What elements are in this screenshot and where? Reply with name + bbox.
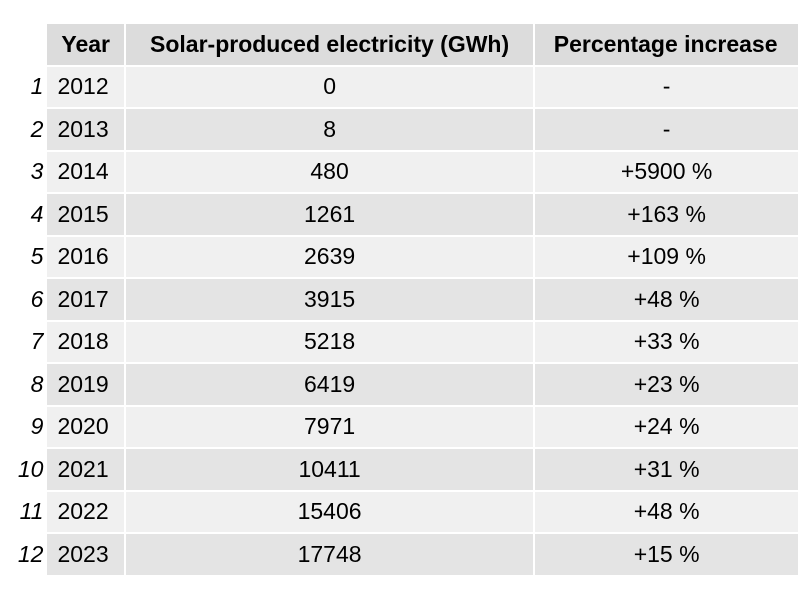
table-row: 7 2018 5218 +33 %: [2, 321, 798, 362]
year-cell: 2013: [47, 109, 124, 150]
year-cell: 2015: [47, 194, 124, 235]
percentage-cell: +23 %: [535, 364, 798, 405]
row-number: 9: [30, 413, 44, 440]
row-number: 12: [17, 540, 44, 567]
solar-cell: 0: [125, 66, 534, 107]
row-number: 5: [30, 243, 44, 270]
table-row: 5 2016 2639 +109 %: [2, 236, 798, 277]
solar-cell: 2639: [125, 236, 534, 277]
year-cell: 2022: [47, 491, 124, 532]
solar-column-header: Solar-produced electricity (GWh): [125, 24, 534, 65]
row-number: 7: [30, 328, 44, 355]
table-container: Year Solar-produced electricity (GWh) Pe…: [0, 22, 800, 577]
table-row: 10 2021 10411 +31 %: [2, 449, 798, 490]
solar-cell: 1261: [125, 194, 534, 235]
table-row: 6 2017 3915 +48 %: [2, 279, 798, 320]
solar-cell: 6419: [125, 364, 534, 405]
row-number: 2: [30, 115, 44, 142]
percentage-cell: +31 %: [535, 449, 798, 490]
percentage-cell: +24 %: [535, 406, 798, 447]
year-cell: 2019: [47, 364, 124, 405]
percentage-cell: +15 %: [535, 534, 798, 575]
percentage-cell: +48 %: [535, 279, 798, 320]
year-cell: 2016: [47, 236, 124, 277]
percentage-column-header: Percentage increase: [535, 24, 798, 65]
year-cell: 2020: [47, 406, 124, 447]
percentage-cell: +109 %: [535, 236, 798, 277]
percentage-cell: +163 %: [535, 194, 798, 235]
year-cell: 2012: [47, 66, 124, 107]
year-cell: 2018: [47, 321, 124, 362]
table-row: 3 2014 480 +5900 %: [2, 151, 798, 192]
percentage-cell: -: [535, 109, 798, 150]
row-number: 6: [30, 285, 44, 312]
solar-cell: 480: [125, 151, 534, 192]
table-row: 11 2022 15406 +48 %: [2, 491, 798, 532]
row-number: 3: [30, 158, 44, 185]
row-number: 1: [30, 73, 44, 100]
row-number: 10: [17, 455, 44, 482]
year-cell: 2017: [47, 279, 124, 320]
solar-electricity-table: Year Solar-produced electricity (GWh) Pe…: [0, 22, 800, 577]
solar-cell: 8: [125, 109, 534, 150]
table-row: 8 2019 6419 +23 %: [2, 364, 798, 405]
year-cell: 2021: [47, 449, 124, 490]
table-row: 2 2013 8 -: [2, 109, 798, 150]
solar-cell: 15406: [125, 491, 534, 532]
percentage-cell: +48 %: [535, 491, 798, 532]
year-column-header: Year: [47, 24, 124, 65]
solar-cell: 7971: [125, 406, 534, 447]
solar-cell: 10411: [125, 449, 534, 490]
solar-cell: 3915: [125, 279, 534, 320]
solar-cell: 5218: [125, 321, 534, 362]
year-cell: 2014: [47, 151, 124, 192]
table-row: 1 2012 0 -: [2, 66, 798, 107]
row-number: 8: [30, 370, 44, 397]
year-cell: 2023: [47, 534, 124, 575]
table-row: 4 2015 1261 +163 %: [2, 194, 798, 235]
percentage-cell: +5900 %: [535, 151, 798, 192]
percentage-cell: -: [535, 66, 798, 107]
header-row: Year Solar-produced electricity (GWh) Pe…: [2, 24, 798, 65]
table-row: 9 2020 7971 +24 %: [2, 406, 798, 447]
row-number: 11: [19, 498, 44, 525]
percentage-cell: +33 %: [535, 321, 798, 362]
solar-cell: 17748: [125, 534, 534, 575]
row-number-header: [2, 24, 45, 65]
table-row: 12 2023 17748 +15 %: [2, 534, 798, 575]
row-number: 4: [30, 200, 44, 227]
